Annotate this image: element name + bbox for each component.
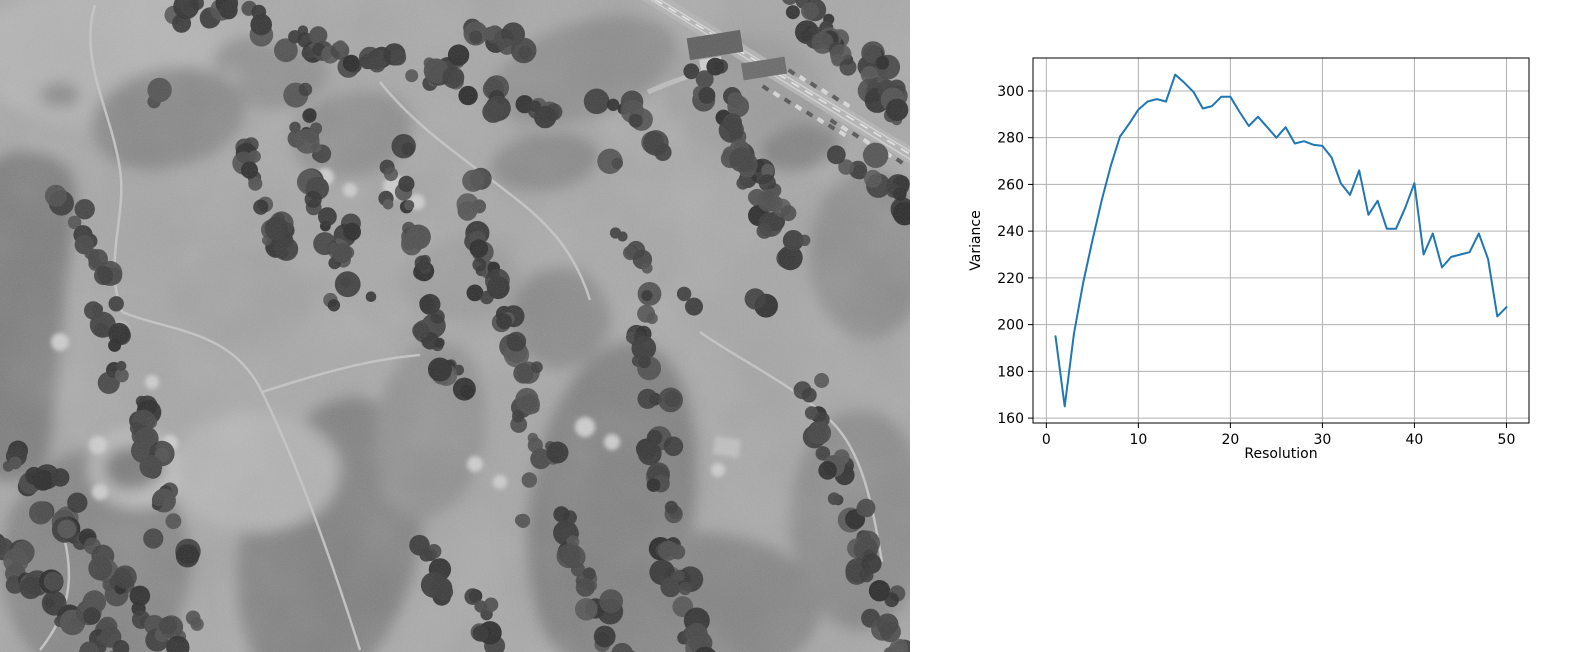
variance-line xyxy=(1054,73,1508,408)
x-tick-label: 50 xyxy=(1498,432,1516,448)
x-tick-label: 40 xyxy=(1406,432,1424,448)
y-tick-label: 260 xyxy=(997,177,1024,193)
variance-chart: Resolution Variance 0 10 20 30 40 50 160 180 200… xyxy=(968,57,1530,462)
y-tick-label: 200 xyxy=(997,318,1024,334)
x-tick-label: 0 xyxy=(1042,432,1051,448)
y-tick-label: 160 xyxy=(997,411,1024,427)
y-tick-label: 280 xyxy=(997,131,1024,147)
y-tick-label: 220 xyxy=(997,271,1024,287)
aerial-image: Grayscale aerial photograph of a golf co… xyxy=(0,0,910,652)
axes-frame xyxy=(1032,57,1530,424)
y-tick-label: 300 xyxy=(997,84,1024,100)
y-tick-label: 240 xyxy=(997,224,1024,240)
y-tick-label: 180 xyxy=(997,364,1024,380)
x-axis-label: Resolution xyxy=(1244,446,1317,462)
x-tick-label: 20 xyxy=(1221,432,1239,448)
y-axis-label: Variance xyxy=(968,210,984,270)
x-tick-label: 30 xyxy=(1313,432,1331,448)
variance-figure: Resolution Variance 0 10 20 30 40 50 160 180 200… xyxy=(953,0,1593,480)
film-grain xyxy=(0,0,910,652)
x-tick-label: 10 xyxy=(1129,432,1147,448)
